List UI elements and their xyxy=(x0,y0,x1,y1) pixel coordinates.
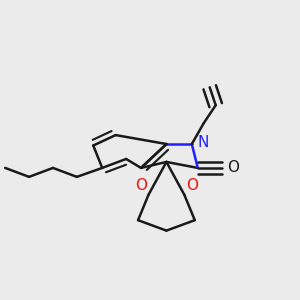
Text: O: O xyxy=(227,160,239,175)
Text: O: O xyxy=(186,178,198,193)
Text: O: O xyxy=(135,178,147,193)
Text: N: N xyxy=(197,135,208,150)
